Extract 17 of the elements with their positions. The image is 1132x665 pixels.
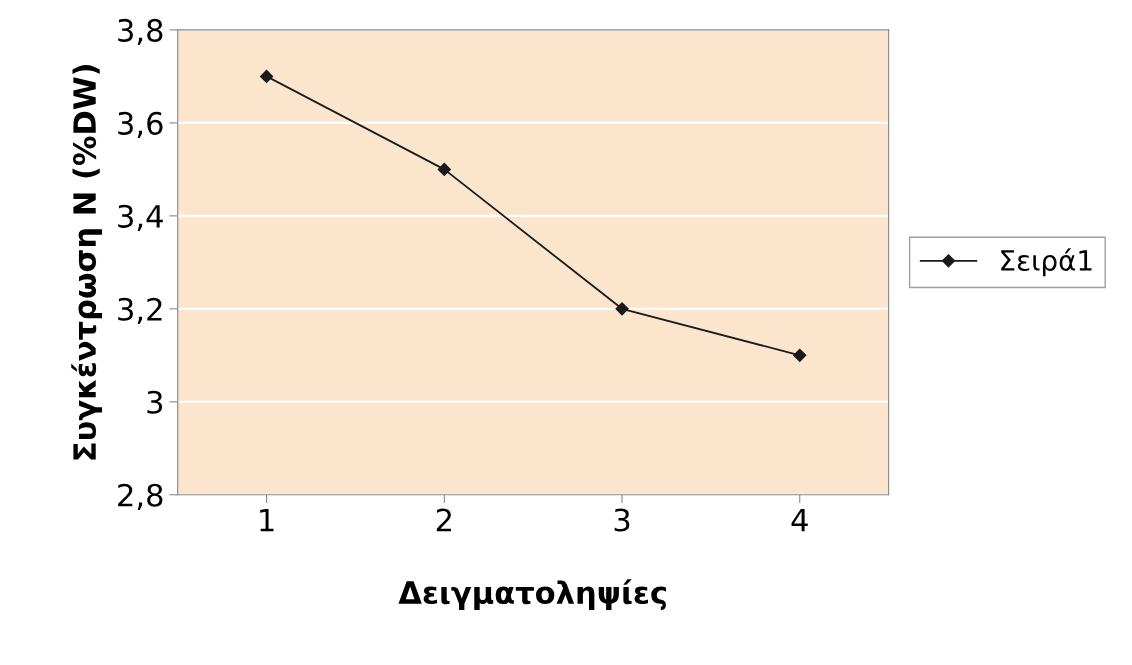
- point: [615, 302, 629, 316]
- legend-label: Σειρά1: [1001, 248, 1092, 277]
- y-tick-label: 2,8: [118, 483, 163, 510]
- x-tick-label: 3: [614, 508, 630, 532]
- x-axis-title: Δειγματοληψίες: [398, 579, 666, 611]
- point: [259, 69, 274, 83]
- point: [793, 348, 807, 362]
- y-tick-label: 3: [147, 390, 163, 414]
- y-tick-label: 3,2: [118, 297, 162, 324]
- y-axis-title: Συγκέντρωση N (%DW): [71, 65, 103, 460]
- x-tick-label: 2: [436, 508, 451, 532]
- y-tick-label: 3,6: [118, 111, 163, 139]
- point: [437, 162, 451, 176]
- x-tick-label: 1: [260, 508, 274, 532]
- y-tick-label: 3,4: [118, 204, 163, 232]
- x-tick-label: 4: [791, 508, 808, 532]
- y-tick-label: 3,8: [118, 18, 163, 46]
